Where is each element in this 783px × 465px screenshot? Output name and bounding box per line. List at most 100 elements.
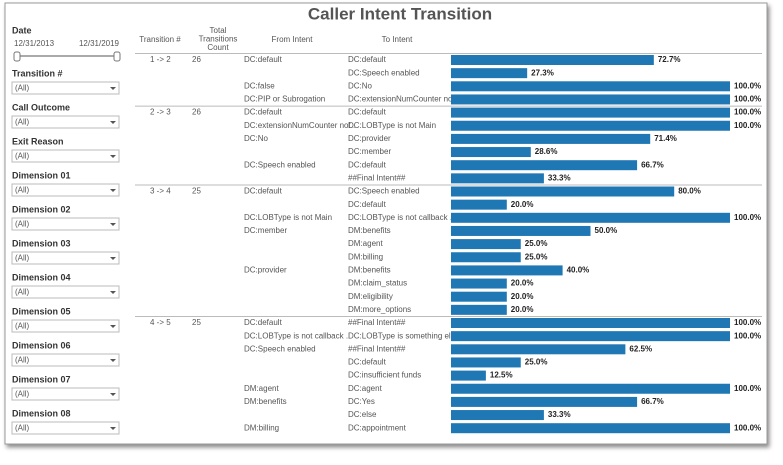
bar-label: 27.3% (531, 68, 554, 77)
dropdown[interactable] (11, 251, 120, 265)
bar-label: 100.0% (734, 81, 761, 90)
dropdown-value: (All) (15, 84, 30, 93)
from-intent: DM:agent (244, 384, 279, 393)
bar-label: 66.7% (641, 160, 664, 169)
bar (451, 55, 654, 65)
dropdown[interactable] (11, 149, 120, 163)
bar-label: 50.0% (595, 226, 618, 235)
from-intent: DC:default (244, 108, 283, 117)
dropdown-arrow (110, 291, 116, 294)
from-intent: DC:extensionNumCounter not.. (244, 121, 355, 130)
dropdown-value: (All) (15, 322, 30, 331)
content: Caller Intent Transition Date 12/31/2013… (11, 4, 762, 435)
to-intent: DC:default (348, 108, 387, 117)
column-header: Total (210, 26, 227, 35)
to-intent: DC:appointment (348, 423, 407, 432)
bar (451, 396, 638, 407)
dropdown[interactable] (11, 421, 120, 435)
dropdown[interactable] (11, 183, 120, 197)
dropdown-arrow (110, 189, 116, 192)
dropdown[interactable] (11, 81, 120, 95)
transition-count: 25 (192, 318, 201, 327)
to-intent: DC:default (348, 55, 387, 64)
bar (451, 344, 626, 355)
bar (451, 304, 507, 315)
filter-label: Dimension 02 (12, 204, 71, 214)
from-intent: DC:provider (244, 266, 287, 275)
to-intent: ##Final Intent## (348, 173, 406, 182)
dropdown[interactable] (11, 217, 120, 231)
dropdown[interactable] (11, 353, 120, 367)
bar (451, 225, 591, 236)
to-intent: DM:more_options (348, 305, 411, 314)
to-intent: DC:provider (348, 134, 391, 143)
bar-label: 100.0% (734, 95, 761, 104)
bar (451, 94, 730, 105)
to-intent: DC:Speech enabled (348, 68, 420, 77)
dropdown[interactable] (11, 285, 120, 299)
dropdown-value: (All) (15, 288, 30, 297)
from-intent: DC:LOBType is not callback .. (244, 331, 350, 340)
bar-label: 66.7% (641, 397, 664, 406)
bar-label: 20.0% (511, 200, 534, 209)
filter-label: Dimension 04 (12, 272, 71, 282)
bar-label: 20.0% (511, 279, 534, 288)
dropdown-value: (All) (15, 186, 30, 195)
to-intent: DC:default (348, 200, 387, 209)
to-intent: DC:No (348, 81, 373, 90)
filter-label: Dimension 06 (12, 340, 71, 350)
bar-label: 100.0% (734, 108, 761, 117)
transition: 1 -> 2 (150, 55, 171, 64)
bar-label: 40.0% (567, 266, 590, 275)
slider-handle[interactable] (13, 51, 21, 62)
bar-label: 80.0% (678, 187, 701, 196)
transition: 3 -> 4 (150, 187, 171, 196)
bar (451, 423, 730, 434)
bar (451, 265, 563, 276)
bar (451, 357, 521, 368)
bar-label: 25.0% (525, 358, 548, 367)
dropdown-arrow (110, 325, 116, 328)
bar-label: 12.5% (490, 371, 513, 380)
dropdown[interactable] (11, 387, 120, 401)
from-intent: DC:default (244, 187, 283, 196)
dropdown-arrow (110, 223, 116, 226)
dropdown-value: (All) (15, 152, 30, 161)
bar-label: 100.0% (734, 331, 761, 340)
filter-label: Date (12, 25, 32, 35)
to-intent: DC:LOBType is not callback .. (348, 213, 454, 222)
dropdown-value: (All) (15, 424, 30, 433)
from-intent: DC:No (244, 134, 269, 143)
filter-label: Dimension 07 (12, 374, 71, 384)
dropdown[interactable] (11, 319, 120, 333)
transition: 4 -> 5 (150, 318, 171, 327)
filter-label: Transition # (12, 68, 63, 78)
transition: 2 -> 3 (150, 108, 171, 117)
filter-label: Exit Reason (12, 136, 64, 146)
to-intent: DM:eligibility (348, 292, 393, 301)
to-intent: DC:else (348, 410, 377, 419)
bar (451, 186, 675, 197)
dropdown[interactable] (11, 115, 120, 129)
to-intent: DC:insufficient funds (348, 371, 421, 380)
to-intent: DC:member (348, 147, 391, 156)
dropdown-value: (All) (15, 254, 30, 263)
slider-handle[interactable] (113, 51, 121, 62)
dropdown-arrow (110, 155, 116, 158)
to-intent: DC:Speech enabled (348, 187, 420, 196)
bar (451, 81, 730, 92)
bar (451, 383, 730, 394)
column-header: Transition # (139, 35, 181, 44)
bar (451, 331, 730, 342)
from-intent: DC:false (244, 81, 275, 90)
to-intent: DC:extensionNumCounter not.. (348, 95, 459, 104)
bar (451, 199, 507, 210)
filter-label: Dimension 08 (12, 408, 71, 418)
bar-label: 71.4% (654, 134, 677, 143)
to-intent: DM:claim_status (348, 279, 407, 288)
from-intent: DM:billing (244, 423, 279, 432)
filter-label: Dimension 05 (12, 306, 71, 316)
from-intent: DC:default (244, 318, 283, 327)
to-intent: ##Final Intent## (348, 344, 406, 353)
